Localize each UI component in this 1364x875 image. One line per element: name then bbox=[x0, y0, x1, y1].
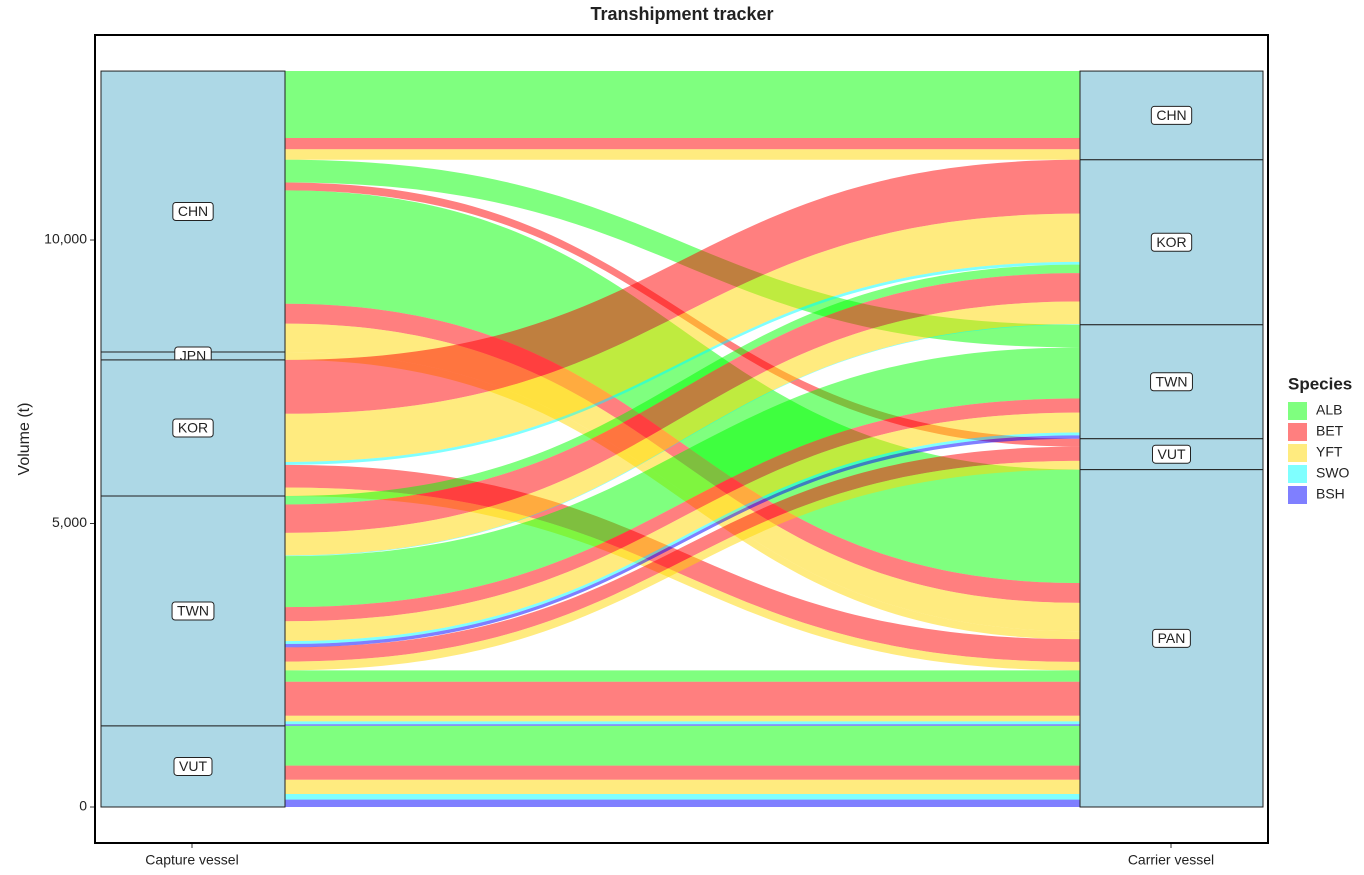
legend-swatch bbox=[1288, 423, 1307, 441]
stratum-label: KOR bbox=[1156, 234, 1186, 250]
legend-title: Species bbox=[1288, 374, 1352, 393]
flow bbox=[285, 670, 1080, 682]
flow bbox=[285, 412, 1080, 642]
x-tick-label: Carrier vessel bbox=[1128, 852, 1214, 868]
flow bbox=[285, 799, 1080, 807]
stratum-label-box bbox=[1150, 372, 1193, 392]
flow bbox=[285, 71, 1080, 138]
legend-swatch bbox=[1288, 402, 1307, 420]
legend-label: SWO bbox=[1316, 465, 1350, 481]
stratum-label: PAN bbox=[1158, 630, 1186, 646]
flow bbox=[285, 398, 1080, 622]
flow bbox=[285, 347, 1080, 608]
flow bbox=[285, 301, 1080, 556]
flow bbox=[285, 149, 1080, 160]
legend-label: ALB bbox=[1316, 402, 1342, 418]
flow bbox=[285, 793, 1080, 800]
flow bbox=[285, 432, 1080, 644]
flow bbox=[285, 721, 1080, 725]
flow bbox=[285, 487, 1080, 671]
flow bbox=[285, 724, 1080, 726]
stratum-label: CHN bbox=[1156, 107, 1186, 123]
stratum-label-box bbox=[1152, 444, 1191, 464]
stratum-label: TWN bbox=[1156, 373, 1188, 389]
stratum-label: TWN bbox=[177, 603, 209, 619]
flow bbox=[285, 159, 1080, 348]
flow bbox=[285, 324, 1080, 557]
flow bbox=[285, 435, 1080, 648]
stratum-label: VUT bbox=[1158, 446, 1186, 462]
flow bbox=[285, 681, 1080, 716]
flow bbox=[285, 446, 1080, 662]
stratum-label-box bbox=[173, 756, 213, 776]
stratum-label-box bbox=[171, 601, 215, 621]
plot-border bbox=[94, 34, 1269, 844]
flow bbox=[285, 779, 1080, 794]
flow bbox=[285, 213, 1080, 462]
legend-label: BET bbox=[1316, 423, 1344, 439]
legend-swatch bbox=[1288, 465, 1307, 483]
legend-swatch bbox=[1288, 444, 1307, 462]
stratum-label: KOR bbox=[178, 420, 208, 436]
flow bbox=[285, 137, 1080, 150]
legend-swatch bbox=[1288, 486, 1307, 504]
chart-title: Transhipment tracker bbox=[590, 4, 773, 24]
flow bbox=[285, 261, 1080, 465]
stratum-label-box bbox=[172, 202, 214, 222]
flow bbox=[285, 264, 1080, 505]
stratum-label-box bbox=[172, 418, 214, 438]
stratum-label: CHN bbox=[178, 203, 208, 219]
stratum-label-box bbox=[1152, 628, 1191, 648]
flow bbox=[285, 725, 1080, 766]
flow bbox=[285, 715, 1080, 722]
y-tick-label: 5,000 bbox=[52, 514, 87, 530]
x-tick-label: Capture vessel bbox=[145, 852, 238, 868]
flow bbox=[285, 765, 1080, 780]
flow bbox=[285, 273, 1080, 533]
stratum-label: VUT bbox=[179, 758, 207, 774]
flow bbox=[285, 159, 1080, 414]
flows bbox=[285, 71, 1080, 807]
flow bbox=[285, 460, 1080, 671]
stratum-label-box bbox=[1150, 105, 1193, 125]
y-tick-label: 10,000 bbox=[44, 231, 87, 247]
y-axis-label: Volume (t) bbox=[16, 403, 33, 476]
legend-label: BSH bbox=[1316, 486, 1345, 502]
y-tick-label: 0 bbox=[79, 798, 87, 814]
stratum-label-box bbox=[1150, 232, 1193, 252]
legend-label: YFT bbox=[1316, 444, 1343, 460]
